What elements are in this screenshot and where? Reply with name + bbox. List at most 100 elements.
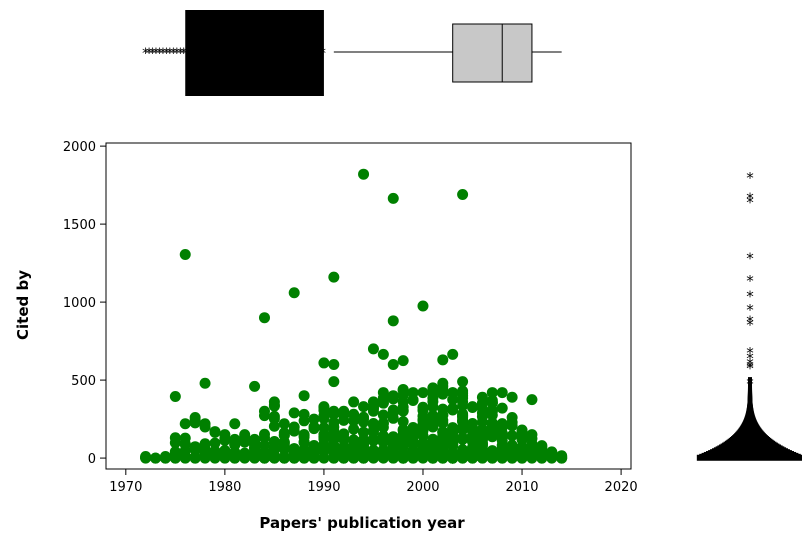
data-point <box>258 405 270 417</box>
outlier-mark: * <box>155 46 163 62</box>
data-point <box>219 429 231 441</box>
data-point <box>417 404 429 416</box>
data-point <box>308 452 320 464</box>
data-point <box>447 452 459 464</box>
data-point <box>457 376 469 388</box>
data-point <box>298 408 310 420</box>
data-point <box>140 451 152 463</box>
data-point <box>417 387 429 399</box>
data-point <box>288 287 300 299</box>
data-point <box>367 405 379 417</box>
data-point <box>169 452 181 464</box>
y-tick-label: 2000 <box>63 140 96 155</box>
data-point <box>427 433 439 445</box>
data-point <box>268 452 280 464</box>
data-point <box>189 412 201 424</box>
data-point <box>219 452 231 464</box>
data-point <box>437 435 449 447</box>
outlier-mark: * <box>145 46 153 62</box>
data-point <box>249 433 261 445</box>
data-point <box>526 394 538 406</box>
data-point <box>437 377 449 389</box>
data-point <box>387 404 399 416</box>
data-point <box>377 397 389 409</box>
data-point <box>318 433 330 445</box>
data-point <box>407 395 419 407</box>
x-tick-label: 2020 <box>605 480 638 495</box>
data-point <box>387 192 399 204</box>
data-point <box>467 452 479 464</box>
data-point <box>268 410 280 422</box>
data-point <box>179 418 191 430</box>
scatter-points <box>140 168 568 464</box>
top-marginal-boxplot: ****************************************… <box>141 10 562 96</box>
x-tick-label: 2010 <box>505 480 538 495</box>
data-point <box>407 422 419 434</box>
data-point <box>179 438 191 450</box>
data-point <box>239 429 251 441</box>
data-point <box>258 312 270 324</box>
outlier-mark: * <box>745 272 754 290</box>
y-axis-title: Cited by <box>14 270 32 340</box>
data-point <box>328 376 340 388</box>
data-point <box>496 402 508 414</box>
data-point <box>526 439 538 451</box>
outlier-mark: * <box>148 46 156 62</box>
data-point <box>397 404 409 416</box>
data-point <box>348 452 360 464</box>
data-point <box>387 390 399 402</box>
data-point <box>338 405 350 417</box>
data-point <box>348 396 360 408</box>
data-point <box>377 430 389 442</box>
data-point <box>417 423 429 435</box>
data-point <box>358 434 370 446</box>
data-point <box>328 358 340 370</box>
data-point <box>288 425 300 437</box>
data-point <box>298 390 310 402</box>
data-point <box>169 390 181 402</box>
data-point <box>437 354 449 366</box>
data-point <box>486 417 498 429</box>
data-point <box>278 418 290 430</box>
data-point <box>258 452 270 464</box>
data-point <box>496 420 508 432</box>
data-point <box>506 439 518 451</box>
data-point <box>506 391 518 403</box>
data-point <box>268 420 280 432</box>
x-axis-title: Papers' publication year <box>259 514 465 532</box>
y-tick-label: 1000 <box>63 296 96 311</box>
data-point <box>328 405 340 417</box>
x-tick-label: 1990 <box>307 480 340 495</box>
data-point <box>229 418 241 430</box>
data-point <box>526 452 538 464</box>
data-point <box>397 416 409 428</box>
data-point <box>447 387 459 399</box>
data-point <box>328 417 340 429</box>
data-point <box>427 443 439 455</box>
data-point <box>437 414 449 426</box>
data-point <box>457 188 469 200</box>
data-point <box>377 387 389 399</box>
outlier-mark: * <box>173 46 181 62</box>
data-point <box>358 441 370 453</box>
data-point <box>556 450 568 462</box>
data-point <box>447 348 459 360</box>
outlier-mark: * <box>152 46 160 62</box>
data-point <box>387 358 399 370</box>
data-point <box>417 414 429 426</box>
data-point <box>150 452 162 464</box>
data-point <box>318 357 330 369</box>
data-point <box>249 452 261 464</box>
data-point <box>358 413 370 425</box>
outlier-mark: * <box>745 349 754 367</box>
data-point <box>486 394 498 406</box>
data-point <box>199 438 211 450</box>
data-point <box>447 438 459 450</box>
data-point <box>348 442 360 454</box>
data-point <box>348 423 360 435</box>
data-point <box>437 388 449 400</box>
data-point <box>288 452 300 464</box>
outlier-mark: * <box>745 301 754 319</box>
data-point <box>328 271 340 283</box>
x-tick-label: 1980 <box>208 480 241 495</box>
